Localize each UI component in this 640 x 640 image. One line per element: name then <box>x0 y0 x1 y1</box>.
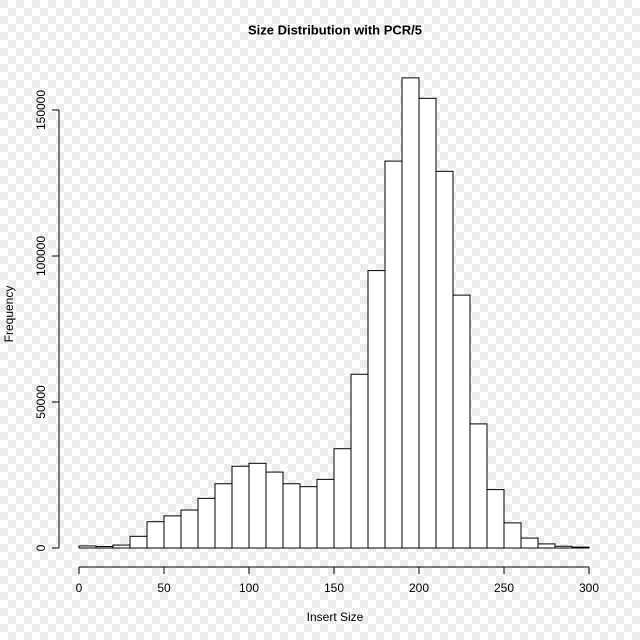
y-tick-label: 0 <box>34 544 48 551</box>
chart-title: Size Distribution with PCR/5 <box>248 22 422 37</box>
bar <box>554 545 573 549</box>
bar <box>435 170 454 549</box>
bar <box>418 97 437 549</box>
bar <box>129 535 148 549</box>
x-axis-label: Insert Size <box>307 610 364 624</box>
y-axis-label: Frequency <box>2 286 16 343</box>
bar <box>78 545 97 549</box>
x-tick-label: 300 <box>579 581 599 595</box>
bar <box>452 294 471 549</box>
bar <box>333 448 352 549</box>
x-tick-label: 200 <box>409 581 429 595</box>
bar <box>231 465 250 549</box>
bar <box>180 509 199 549</box>
bar <box>350 373 369 549</box>
bar <box>95 546 114 549</box>
bar <box>197 497 216 549</box>
bar <box>214 483 233 549</box>
bar <box>503 522 522 549</box>
bar <box>163 515 182 549</box>
bar <box>265 471 284 549</box>
bar <box>520 537 539 549</box>
bar <box>299 486 318 549</box>
bar <box>316 478 335 549</box>
x-tick-label: 50 <box>157 581 171 595</box>
bar <box>248 462 267 549</box>
x-tick-label: 100 <box>239 581 259 595</box>
y-tick-label: 50000 <box>34 385 48 419</box>
bar <box>571 546 590 549</box>
bar <box>486 489 505 549</box>
bar <box>537 543 556 549</box>
bar <box>282 483 301 549</box>
x-tick-label: 150 <box>324 581 344 595</box>
y-tick-label: 100000 <box>34 236 48 276</box>
y-tick-label: 150000 <box>34 90 48 130</box>
bar <box>469 423 488 549</box>
x-tick-label: 250 <box>494 581 514 595</box>
bar <box>146 521 165 549</box>
bar <box>112 544 131 549</box>
bar <box>384 160 403 549</box>
bar <box>367 270 386 549</box>
bar <box>401 77 420 549</box>
x-tick-label: 0 <box>76 581 83 595</box>
